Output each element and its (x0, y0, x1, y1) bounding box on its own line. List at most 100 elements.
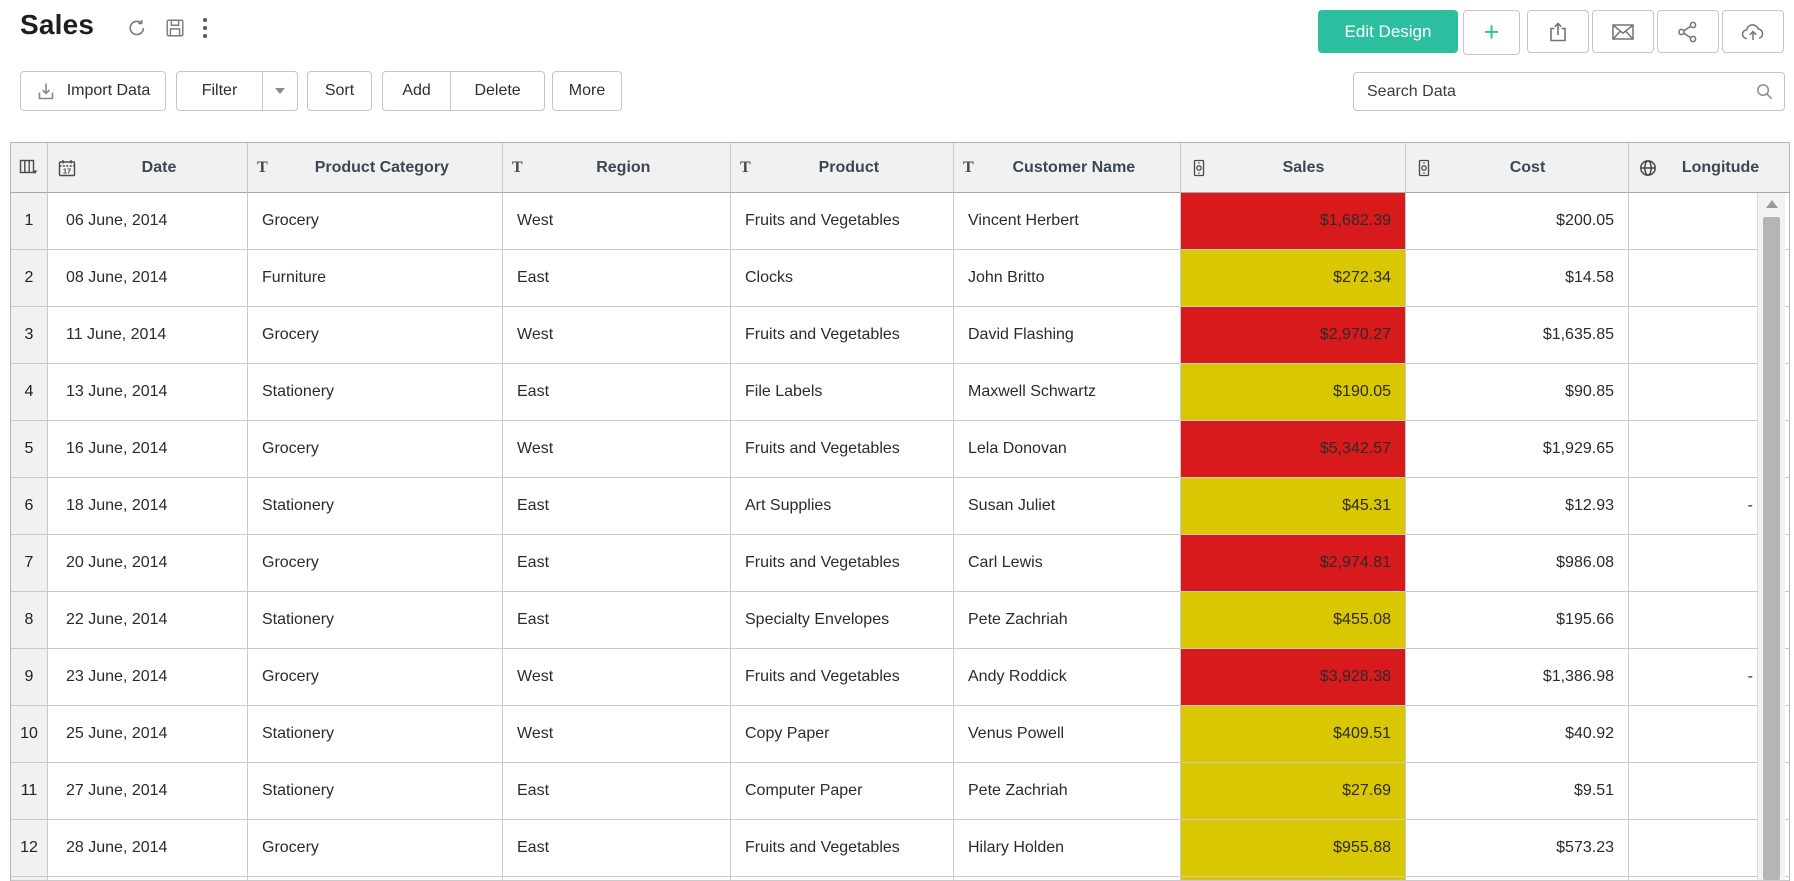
cell-customer-name[interactable]: Vincent Herbert (954, 193, 1181, 250)
cell-product[interactable]: Fruits and Vegetables (731, 535, 954, 592)
cell-product-category[interactable]: Grocery (248, 820, 503, 877)
export-button[interactable] (1527, 10, 1589, 53)
cell-product[interactable]: File Labels (731, 364, 954, 421)
cell-cost[interactable]: $200.05 (1406, 193, 1629, 250)
cell-product[interactable]: Fruits and Vegetables (731, 307, 954, 364)
cell-sales[interactable]: $45.31 (1181, 478, 1406, 535)
cell-region[interactable]: West (503, 421, 731, 478)
scroll-up-button[interactable] (1758, 193, 1785, 215)
cell-region[interactable]: West (503, 307, 731, 364)
cell-customer-name[interactable]: Venus Powell (954, 706, 1181, 763)
cell-sales[interactable]: $3,928.38 (1181, 649, 1406, 706)
cell-cost[interactable]: $1,929.65 (1406, 421, 1629, 478)
cell-product-category[interactable]: Stationery (248, 364, 503, 421)
row-number[interactable]: 9 (11, 649, 48, 706)
cell-product[interactable]: Fruits and Vegetables (731, 193, 954, 250)
cell-cost[interactable]: $195.66 (1406, 592, 1629, 649)
row-number[interactable]: 1 (11, 193, 48, 250)
cell-region[interactable]: East (503, 763, 731, 820)
cell-cost[interactable]: $1,386.98 (1406, 649, 1629, 706)
cell-cost[interactable]: $986.08 (1406, 535, 1629, 592)
cell-region[interactable]: East (503, 364, 731, 421)
cell-cost[interactable]: $14.58 (1406, 250, 1629, 307)
cell-customer-name[interactable]: Carl Lewis (954, 535, 1181, 592)
cell-cost[interactable]: $12.93 (1406, 478, 1629, 535)
cell-sales[interactable]: $5,342.57 (1181, 421, 1406, 478)
cell-region[interactable]: West (503, 649, 731, 706)
cloud-upload-button[interactable] (1722, 10, 1784, 53)
row-number[interactable]: 12 (11, 820, 48, 877)
row-number[interactable]: 7 (11, 535, 48, 592)
row-number[interactable]: 2 (11, 250, 48, 307)
column-header-region[interactable]: T Region (503, 143, 731, 193)
cell-region[interactable]: East (503, 478, 731, 535)
column-header-product-category[interactable]: T Product Category (248, 143, 503, 193)
cell-region[interactable]: East (503, 592, 731, 649)
cell-region[interactable]: East (503, 820, 731, 877)
edit-design-button[interactable]: Edit Design (1318, 10, 1458, 53)
sort-button[interactable]: Sort (307, 71, 372, 111)
cell-sales[interactable]: $2,970.27 (1181, 307, 1406, 364)
cell-region[interactable]: West (503, 706, 731, 763)
add-button[interactable]: Add (383, 72, 450, 110)
cell-cost[interactable]: $573.23 (1406, 820, 1629, 877)
delete-button[interactable]: Delete (450, 72, 544, 110)
cell-cost[interactable]: $40.92 (1406, 706, 1629, 763)
cell-product[interactable]: Clocks (731, 250, 954, 307)
cell-date[interactable]: 08 June, 2014 (48, 250, 248, 307)
cell-customer-name[interactable]: Maxwell Schwartz (954, 364, 1181, 421)
cell-date[interactable]: 22 June, 2014 (48, 592, 248, 649)
more-options-kebab-icon[interactable] (202, 16, 208, 40)
cell-product[interactable]: Fruits and Vegetables (731, 649, 954, 706)
cell-product-category[interactable]: Grocery (248, 649, 503, 706)
cell-sales[interactable]: $455.08 (1181, 592, 1406, 649)
cell-date[interactable]: 27 June, 2014 (48, 763, 248, 820)
cell-sales[interactable]: $27.69 (1181, 763, 1406, 820)
cell-product-category[interactable]: Grocery (248, 307, 503, 364)
cell-customer-name[interactable]: Lela Donovan (954, 421, 1181, 478)
cell-sales[interactable]: $190.05 (1181, 364, 1406, 421)
cell-product-category[interactable]: Grocery (248, 421, 503, 478)
column-header-customer-name[interactable]: T Customer Name (954, 143, 1181, 193)
cell-product-category[interactable]: Stationery (248, 706, 503, 763)
row-number[interactable]: 4 (11, 364, 48, 421)
column-header-cost[interactable]: Cost (1406, 143, 1629, 193)
row-number[interactable]: 11 (11, 763, 48, 820)
row-number[interactable]: 8 (11, 592, 48, 649)
cell-product[interactable]: Fruits and Vegetables (731, 421, 954, 478)
cell-sales[interactable]: $409.51 (1181, 706, 1406, 763)
share-button[interactable] (1657, 10, 1719, 53)
cell-sales[interactable]: $1,682.39 (1181, 193, 1406, 250)
cell-date[interactable]: 16 June, 2014 (48, 421, 248, 478)
cell-date[interactable]: 13 June, 2014 (48, 364, 248, 421)
cell-date[interactable]: 25 June, 2014 (48, 706, 248, 763)
cell-date[interactable]: 23 June, 2014 (48, 649, 248, 706)
email-button[interactable] (1592, 10, 1654, 53)
cell-date[interactable]: 06 June, 2014 (48, 193, 248, 250)
cell-sales[interactable]: $272.34 (1181, 250, 1406, 307)
save-icon[interactable] (164, 17, 186, 39)
cell-customer-name[interactable]: Pete Zachriah (954, 592, 1181, 649)
column-header-date[interactable]: 17 Date (48, 143, 248, 193)
cell-product[interactable]: Fruits and Vegetables (731, 820, 954, 877)
cell-region[interactable]: East (503, 250, 731, 307)
cell-product-category[interactable]: Grocery (248, 535, 503, 592)
cell-customer-name[interactable]: David Flashing (954, 307, 1181, 364)
cell-date[interactable]: 20 June, 2014 (48, 535, 248, 592)
column-header-product[interactable]: T Product (731, 143, 954, 193)
row-number[interactable]: 5 (11, 421, 48, 478)
add-new-button[interactable]: + (1463, 10, 1520, 55)
scrollbar-thumb[interactable] (1763, 217, 1780, 880)
refresh-icon[interactable] (126, 17, 148, 39)
column-select-header[interactable] (11, 143, 48, 193)
filter-button[interactable]: Filter (176, 71, 298, 111)
column-header-sales[interactable]: Sales (1181, 143, 1406, 193)
cell-date[interactable]: 28 June, 2014 (48, 820, 248, 877)
cell-product-category[interactable]: Stationery (248, 592, 503, 649)
cell-product-category[interactable]: Stationery (248, 763, 503, 820)
import-data-button[interactable]: Import Data (20, 71, 166, 111)
cell-customer-name[interactable]: Hilary Holden (954, 820, 1181, 877)
column-header-longitude[interactable]: Longitude (1629, 143, 1789, 193)
cell-product-category[interactable]: Stationery (248, 478, 503, 535)
cell-customer-name[interactable]: Susan Juliet (954, 478, 1181, 535)
